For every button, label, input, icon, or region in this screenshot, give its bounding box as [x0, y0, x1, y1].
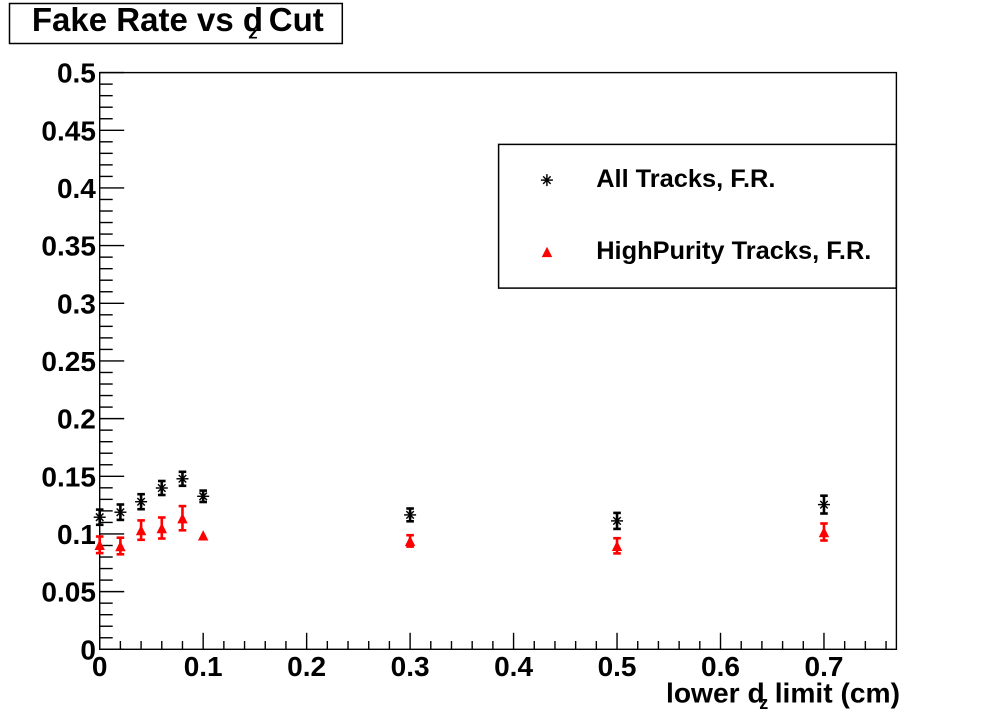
svg-text:limit (cm): limit (cm)	[775, 677, 900, 709]
svg-text:0.1: 0.1	[184, 651, 223, 682]
svg-text:0.35: 0.35	[41, 231, 96, 262]
svg-text:0.2: 0.2	[57, 404, 96, 435]
svg-text:lower d: lower d	[666, 677, 765, 709]
svg-text:z: z	[759, 693, 768, 713]
svg-text:0.7: 0.7	[805, 651, 844, 682]
svg-text:0.3: 0.3	[57, 288, 96, 319]
svg-text:0.15: 0.15	[41, 461, 96, 492]
svg-text:0.1: 0.1	[57, 519, 96, 550]
svg-text:0.2: 0.2	[287, 651, 326, 682]
svg-text:HighPurity Tracks, F.R.: HighPurity Tracks, F.R.	[596, 237, 871, 265]
svg-text:Fake Rate vs d: Fake Rate vs d	[32, 1, 263, 38]
svg-text:0.5: 0.5	[57, 58, 96, 89]
svg-text:0.5: 0.5	[598, 651, 637, 682]
svg-text:0.25: 0.25	[41, 346, 96, 377]
svg-text:z: z	[248, 24, 258, 43]
svg-text:0: 0	[80, 634, 96, 665]
svg-text:0: 0	[92, 651, 108, 682]
svg-text:0.45: 0.45	[41, 115, 96, 146]
svg-text:0.3: 0.3	[391, 651, 430, 682]
svg-text:All Tracks, F.R.: All Tracks, F.R.	[596, 165, 775, 193]
svg-text:Cut: Cut	[269, 1, 324, 38]
svg-text:0.4: 0.4	[57, 173, 96, 204]
svg-text:0.4: 0.4	[494, 651, 533, 682]
svg-text:0.6: 0.6	[701, 651, 740, 682]
svg-text:0.05: 0.05	[41, 577, 96, 608]
